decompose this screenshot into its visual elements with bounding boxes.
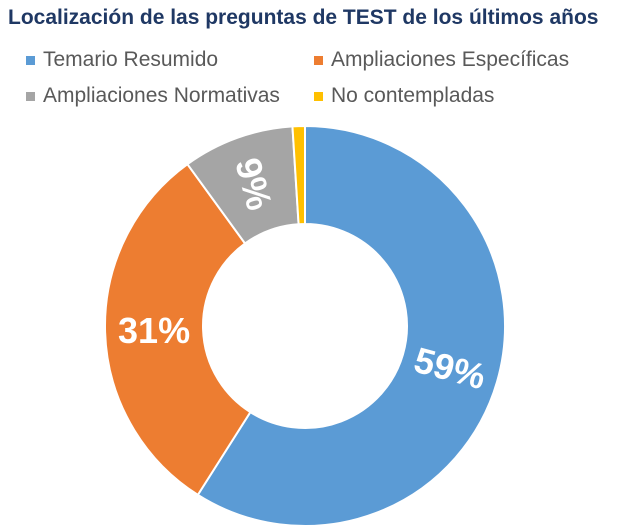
legend-item-ampliaciones-normativas: Ampliaciones Normativas <box>26 84 280 108</box>
legend-swatch <box>314 55 323 65</box>
chart-title: Localización de las preguntas de TEST de… <box>8 6 599 29</box>
legend-label: Temario Resumido <box>43 48 219 71</box>
legend-label: Ampliaciones Normativas <box>43 84 280 107</box>
legend-item-ampliaciones-especificas: Ampliaciones Específicas <box>314 48 569 72</box>
donut-slice-no-contempladas <box>291 124 306 226</box>
legend-swatch <box>314 91 323 101</box>
donut-slice-temario-resumido <box>196 124 506 527</box>
legend-label: No contempladas <box>331 84 495 107</box>
legend-item-no-contempladas: No contempladas <box>314 84 494 108</box>
data-label: 31% <box>118 310 190 351</box>
legend-label: Ampliaciones Específicas <box>331 48 570 71</box>
donut-slice-ampliaciones-espec-ficas <box>104 162 252 497</box>
legend-swatch <box>26 55 35 65</box>
legend-item-temario-resumido: Temario Resumido <box>26 48 218 72</box>
legend-swatch <box>26 91 35 101</box>
